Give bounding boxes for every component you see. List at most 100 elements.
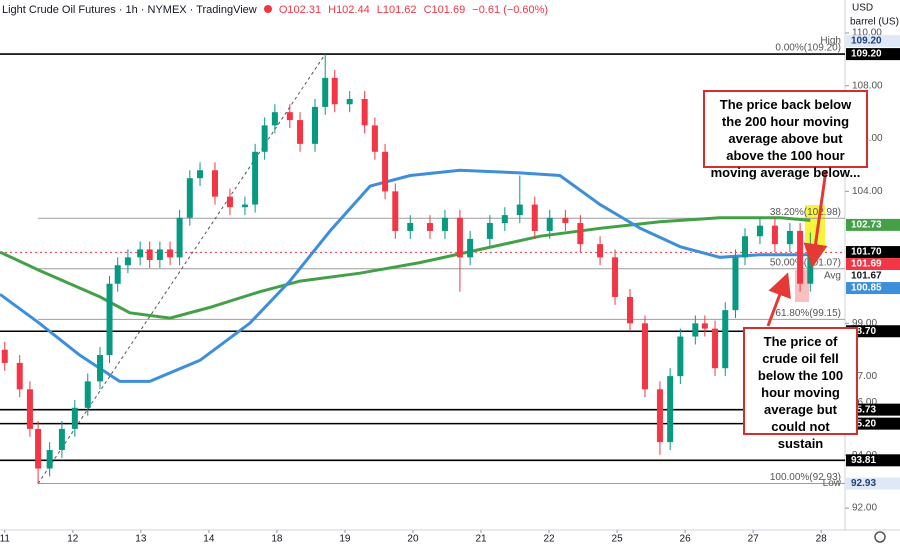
price-marker-label: 102.73 [851, 220, 882, 231]
y-tick-label: 104.00 [852, 186, 883, 197]
candle-body [286, 112, 293, 121]
candle-body [692, 323, 699, 337]
candle-body [701, 323, 708, 329]
candle-body [641, 323, 648, 390]
arrow [803, 169, 828, 268]
price-marker-tag: High [820, 36, 841, 47]
candle-body [137, 249, 144, 258]
fib-label: 50.00%(101.07) [770, 257, 841, 268]
candle-body [562, 217, 569, 224]
candle-body [656, 389, 663, 443]
x-tick-label: 18 [271, 534, 283, 545]
x-tick-label: 27 [748, 534, 760, 545]
x-tick-label: 20 [407, 534, 419, 545]
price-marker [846, 270, 900, 283]
x-tick-label: 13 [135, 534, 147, 545]
candle-body [797, 230, 804, 284]
candle-body [531, 204, 538, 231]
candle-body [741, 236, 748, 258]
candle-body [346, 98, 353, 105]
candle-body [467, 238, 474, 258]
fib-label: 100.00%(92.93) [770, 472, 841, 483]
candle-body [252, 151, 259, 205]
annotation: The price of crude oil fell below the 10… [743, 327, 858, 451]
fib-trend-line [37, 53, 326, 484]
y-tick-label: 108.00 [852, 80, 883, 91]
header: Light Crude Oil Futures · 1h · NYMEX · T… [2, 4, 552, 16]
candle-body [84, 381, 91, 408]
candle-body [167, 249, 174, 258]
candle-body [114, 265, 121, 284]
candle-body [732, 257, 739, 311]
settings-icon[interactable] [874, 531, 886, 543]
candle-body [577, 223, 584, 245]
candle-body [426, 223, 433, 231]
candle-body [35, 428, 42, 469]
price-marker [846, 477, 900, 490]
price-marker-label: 95.73 [851, 404, 876, 415]
ohlc: C101.69 [423, 4, 466, 16]
candle-body [261, 125, 268, 152]
price-marker [846, 35, 900, 48]
candle-body [241, 204, 248, 208]
status-dot [263, 5, 272, 13]
candle-body [722, 310, 729, 369]
ohlc: −0.61 (−0.60%) [472, 4, 549, 16]
candle-body [501, 215, 508, 224]
candle-body [146, 249, 153, 260]
candle-body [226, 196, 233, 208]
y-tick-label: 96.00 [852, 397, 877, 408]
candle-body [786, 230, 793, 245]
candle-body [771, 225, 778, 245]
price-marker-label: 92.93 [851, 478, 876, 489]
price-marker-label: 101.70 [851, 247, 882, 258]
y-tick-label: 92.00 [852, 503, 877, 514]
x-tick-label: 11 [0, 534, 10, 545]
ohlc: O102.31 [278, 4, 322, 16]
price-marker-label: 101.69 [851, 259, 882, 270]
x-tick-label: 22 [543, 534, 555, 545]
y-tick-label: 110.00 [852, 28, 882, 39]
candle-body [58, 428, 65, 451]
candle-body [516, 204, 523, 216]
candle-body [124, 257, 131, 266]
x-tick-label: 19 [339, 534, 351, 545]
price-marker-label: 95.20 [851, 418, 876, 429]
x-tick-label: 21 [475, 534, 487, 545]
ohlc: L101.62 [376, 4, 417, 16]
x-tick-label: 14 [203, 534, 215, 545]
candle-body [627, 296, 634, 324]
candle-body [667, 376, 674, 443]
price-marker [846, 246, 900, 259]
plot: 92.0094.0096.0097.0099.00104.00106.00108… [0, 28, 900, 545]
candle-body [46, 450, 53, 469]
candle-body [156, 249, 163, 260]
price-marker [846, 282, 900, 295]
candle-body [331, 77, 338, 105]
candle-body [16, 362, 23, 390]
price-marker-label: 93.81 [851, 455, 876, 466]
price-marker [846, 48, 900, 61]
candle-body [176, 217, 183, 258]
candle-body [211, 170, 218, 197]
candle-body [297, 120, 304, 144]
x-tick-label: 26 [680, 534, 692, 545]
fib-label: 38.20%(102.98) [770, 207, 841, 218]
price-marker-tag: Low [823, 478, 842, 489]
price-marker [846, 454, 900, 467]
price-marker [846, 325, 900, 338]
candle-body [26, 389, 33, 429]
candle-body [407, 223, 414, 231]
price-marker-label: 109.20 [851, 49, 882, 60]
price-marker-label: 100.85 [851, 283, 882, 294]
annotation: The price back below the 200 hour moving… [703, 90, 868, 180]
moving-average [0, 216, 811, 320]
candle-body [546, 217, 553, 231]
candle-body [371, 125, 378, 152]
price-marker [846, 403, 900, 416]
candle-body [392, 191, 399, 231]
price-marker [846, 258, 900, 271]
